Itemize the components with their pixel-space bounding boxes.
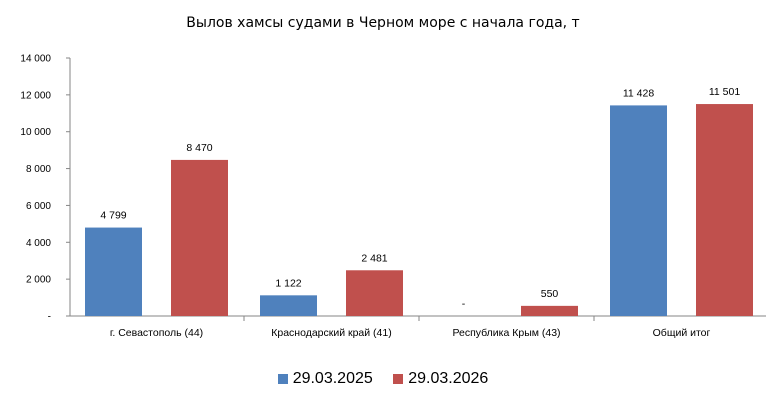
y-tick-label: 14 000 (20, 54, 51, 65)
legend-label-series-2: 29.03.2026 (408, 370, 489, 387)
y-tick-label: - (48, 312, 51, 323)
y-tick-label: 12 000 (20, 90, 51, 101)
y-tick-label: 4 000 (26, 238, 51, 249)
legend-swatch-series-2 (393, 374, 404, 384)
bar-series-2 (696, 104, 753, 316)
legend-swatch-series-1 (277, 374, 288, 384)
y-tick-label: 2 000 (26, 275, 51, 286)
legend-item-series-2: 29.03.2026 (393, 370, 488, 388)
x-tick-label: Краснодарский край (41) (271, 327, 391, 339)
bar-series-2 (521, 305, 578, 316)
chart-title: Вылов хамсы судами в Черном море с начал… (186, 15, 580, 31)
y-tick-label: 8 000 (26, 164, 51, 175)
data-label: 8 470 (186, 142, 212, 154)
y-tick-label: 6 000 (26, 201, 51, 212)
data-label: 4 799 (100, 210, 126, 222)
bar-series-1 (610, 105, 667, 316)
data-label: - (462, 298, 466, 310)
bar-series-1 (85, 227, 142, 316)
x-tick-label: г. Севастополь (44) (110, 327, 203, 339)
data-label: 2 481 (361, 252, 387, 264)
bar-series-2 (171, 159, 228, 316)
data-label: 1 122 (275, 277, 301, 289)
bar-series-1 (260, 295, 317, 316)
legend-item-series-1: 29.03.2025 (277, 370, 373, 388)
data-label: 11 501 (709, 86, 740, 98)
data-label: 550 (541, 288, 559, 300)
legend: 29.03.2025 29.03.2026 (0, 370, 766, 389)
data-label: 11 428 (623, 87, 654, 99)
bar-series-2 (346, 270, 403, 316)
y-tick-label: 10 000 (20, 127, 51, 138)
legend-label-series-1: 29.03.2025 (292, 370, 373, 387)
x-tick-label: Общий итог (653, 327, 711, 339)
x-tick-label: Республика Крым (43) (452, 327, 560, 339)
